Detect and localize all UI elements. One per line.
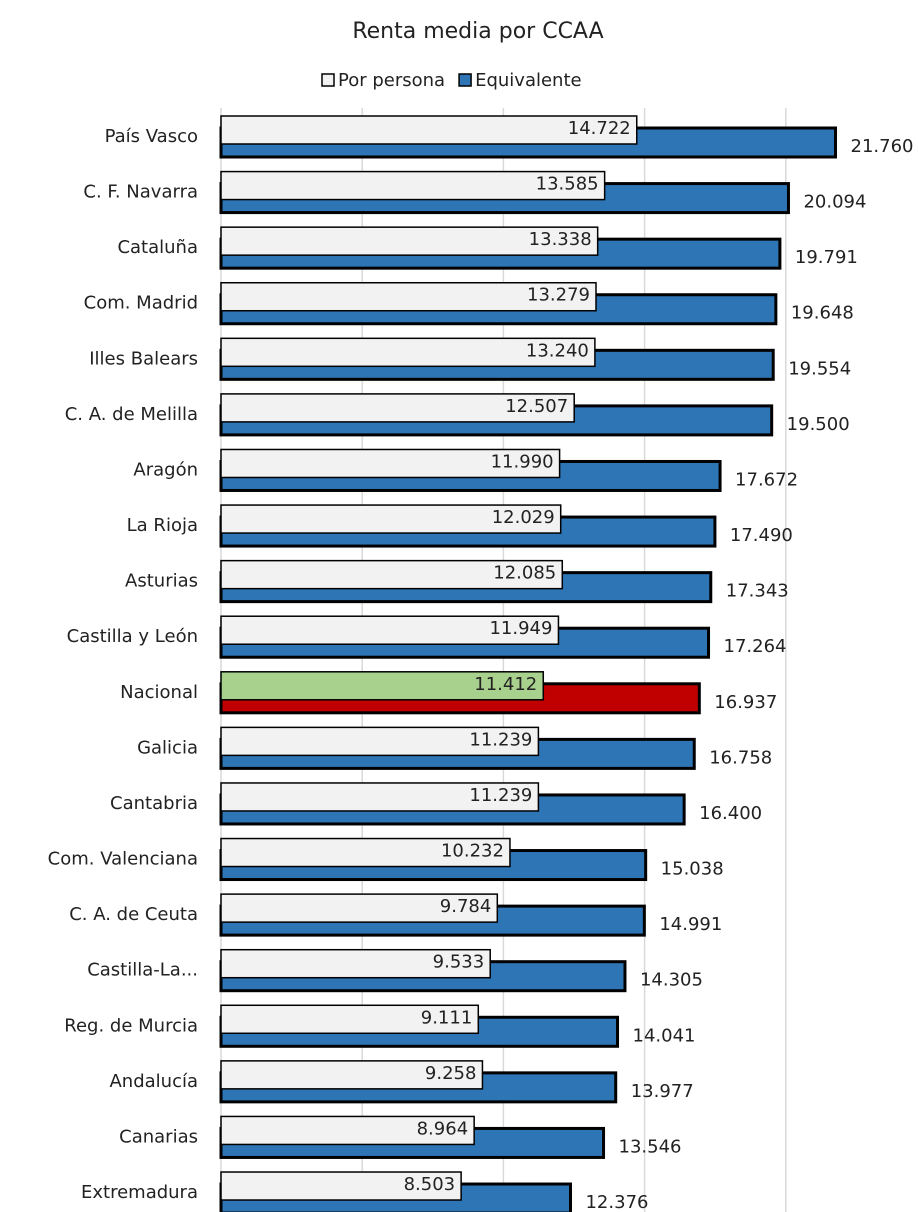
data-label: 8.964 bbox=[417, 1118, 469, 1139]
category-label: Castilla y León bbox=[67, 626, 198, 647]
data-label: 12.029 bbox=[492, 507, 555, 528]
category-label: Cantabria bbox=[110, 793, 198, 814]
data-label: 11.949 bbox=[489, 618, 552, 639]
data-label: 16.937 bbox=[714, 692, 777, 713]
chart-title: Renta media por CCAA bbox=[352, 19, 603, 44]
data-label: 9.784 bbox=[440, 896, 492, 917]
data-label: 12.085 bbox=[493, 563, 556, 584]
bar bbox=[220, 281, 597, 312]
data-label: 13.338 bbox=[529, 229, 592, 250]
bar bbox=[220, 615, 560, 645]
category-label: Andalucía bbox=[109, 1071, 198, 1092]
data-label: 11.239 bbox=[469, 729, 532, 750]
data-label: 11.990 bbox=[491, 451, 554, 472]
data-label: 20.094 bbox=[803, 192, 866, 213]
bar bbox=[220, 170, 606, 201]
data-label: 9.258 bbox=[425, 1063, 477, 1084]
bar bbox=[220, 559, 564, 590]
bar bbox=[220, 837, 511, 868]
category-label: Castilla-La... bbox=[87, 960, 198, 981]
legend-swatch bbox=[458, 73, 472, 87]
data-label: 9.533 bbox=[433, 952, 485, 973]
legend-swatch bbox=[321, 73, 335, 87]
bar bbox=[220, 726, 540, 757]
data-label: 8.503 bbox=[404, 1174, 456, 1195]
data-label: 17.490 bbox=[730, 525, 793, 546]
category-label: Aragón bbox=[133, 459, 198, 480]
data-label: 14.722 bbox=[568, 118, 631, 139]
bar bbox=[220, 671, 545, 701]
category-label: C. A. de Melilla bbox=[65, 404, 198, 425]
bar bbox=[220, 1060, 484, 1090]
category-label: Cataluña bbox=[117, 237, 198, 258]
data-label: 21.760 bbox=[851, 136, 914, 157]
data-label: 19.554 bbox=[788, 358, 851, 379]
data-label: 11.239 bbox=[469, 785, 532, 806]
data-label: 13.240 bbox=[526, 340, 589, 361]
category-label: Nacional bbox=[120, 682, 198, 703]
category-label: Com. Madrid bbox=[84, 293, 198, 314]
data-label: 11.412 bbox=[474, 674, 537, 695]
bar bbox=[220, 115, 638, 145]
legend-label: Equivalente bbox=[475, 70, 582, 91]
data-label: 16.400 bbox=[699, 803, 762, 824]
bar bbox=[220, 393, 575, 423]
data-label: 13.977 bbox=[631, 1081, 694, 1102]
data-label: 12.507 bbox=[505, 396, 568, 417]
data-label: 19.500 bbox=[787, 414, 850, 435]
data-label: 17.264 bbox=[724, 636, 787, 657]
data-label: 14.041 bbox=[633, 1025, 696, 1046]
bar bbox=[220, 226, 599, 256]
bar bbox=[220, 448, 561, 479]
bar bbox=[220, 893, 499, 923]
bar bbox=[220, 337, 596, 368]
category-label: Reg. de Murcia bbox=[64, 1015, 198, 1036]
category-label: Asturias bbox=[125, 571, 198, 592]
category-label: Illes Balears bbox=[89, 348, 198, 369]
data-label: 13.585 bbox=[536, 174, 599, 195]
data-label: 13.279 bbox=[527, 285, 590, 306]
category-label: La Rioja bbox=[127, 515, 198, 536]
bar bbox=[220, 1004, 480, 1035]
data-label: 15.038 bbox=[661, 859, 724, 880]
data-label: 9.111 bbox=[421, 1007, 473, 1028]
data-label: 19.648 bbox=[791, 303, 854, 324]
category-label: Com. Valenciana bbox=[48, 849, 198, 870]
data-label: 16.758 bbox=[709, 747, 772, 768]
data-label: 17.672 bbox=[735, 469, 798, 490]
data-label: 17.343 bbox=[726, 581, 789, 602]
bar bbox=[220, 1115, 475, 1146]
data-label: 12.376 bbox=[585, 1192, 648, 1212]
category-label: Canarias bbox=[119, 1126, 198, 1147]
category-label: C. F. Navarra bbox=[83, 182, 198, 203]
category-label: Galicia bbox=[137, 737, 198, 758]
data-label: 14.991 bbox=[659, 914, 722, 935]
legend-label: Por persona bbox=[338, 70, 445, 91]
category-label: País Vasco bbox=[105, 126, 198, 147]
category-label: C. A. de Ceuta bbox=[69, 904, 198, 925]
bar bbox=[220, 948, 491, 979]
data-label: 10.232 bbox=[441, 841, 504, 862]
data-label: 19.791 bbox=[795, 247, 858, 268]
category-label: Extremadura bbox=[81, 1182, 198, 1203]
bar bbox=[220, 1171, 462, 1201]
bar bbox=[220, 782, 540, 812]
data-label: 14.305 bbox=[640, 970, 703, 991]
data-label: 13.546 bbox=[619, 1136, 682, 1157]
bar bbox=[220, 504, 562, 534]
